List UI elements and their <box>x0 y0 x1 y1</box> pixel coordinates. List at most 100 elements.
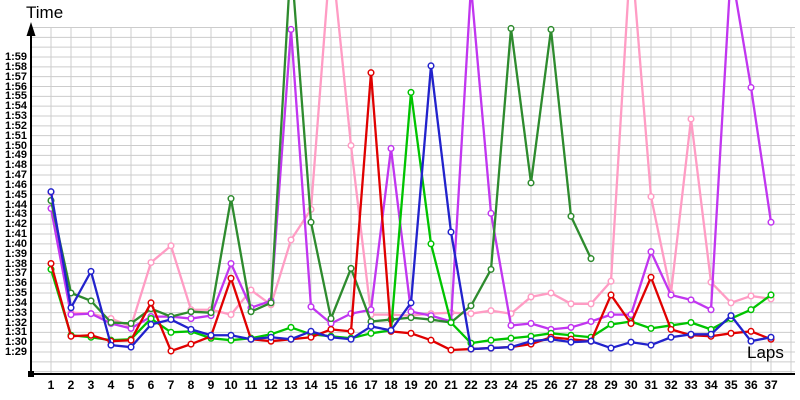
data-point-red <box>167 347 175 355</box>
y-tick-label: 1:59 <box>4 51 27 63</box>
data-point-blue <box>407 299 415 307</box>
y-tick-label: 1:37 <box>4 267 27 280</box>
y-tick-label: 1:33 <box>4 306 27 319</box>
y-tick-label: 1:29 <box>4 346 27 358</box>
data-point-blue <box>507 343 515 351</box>
x-tick-label: 23 <box>484 378 498 392</box>
data-point-blue <box>67 304 75 312</box>
x-tick-label: 34 <box>704 378 718 392</box>
data-point-blue <box>87 267 95 275</box>
data-point-blue <box>467 345 475 353</box>
x-tick-label: 32 <box>664 378 678 392</box>
y-tick-label: 1:31 <box>4 326 27 339</box>
data-point-pink <box>287 236 295 244</box>
data-point-forest-green <box>187 308 195 316</box>
data-point-forest-green <box>547 25 555 34</box>
data-point-red <box>47 259 55 268</box>
data-point-magenta <box>307 303 315 311</box>
x-tick-label: 2 <box>67 378 75 392</box>
data-point-lime-green <box>647 324 655 332</box>
data-point-red <box>147 299 155 307</box>
data-point-pink <box>747 292 755 300</box>
data-point-forest-green <box>507 24 515 33</box>
y-tick-label: 1:48 <box>4 159 27 172</box>
y-tick-label: 1:52 <box>4 119 27 132</box>
x-tick-label: 4 <box>107 378 115 392</box>
data-point-magenta <box>527 319 535 328</box>
data-point-magenta <box>367 306 375 314</box>
data-point-forest-green <box>227 195 235 203</box>
data-point-blue <box>387 326 395 334</box>
data-point-forest-green <box>127 319 135 328</box>
x-tick-label: 5 <box>127 378 135 392</box>
data-point-blue <box>547 335 555 343</box>
x-axis-title: Laps <box>747 343 784 362</box>
x-tick-label: 31 <box>644 378 658 392</box>
data-point-red <box>367 69 375 77</box>
data-point-lime-green <box>167 328 175 336</box>
data-point-magenta <box>607 311 615 319</box>
y-tick-label: 1:39 <box>4 247 27 260</box>
y-tick-label: 1:36 <box>4 277 27 290</box>
data-point-forest-green <box>487 265 495 273</box>
data-point-lime-green <box>407 88 415 96</box>
data-point-blue <box>147 320 155 329</box>
data-point-lime-green <box>487 336 495 344</box>
y-tick-label: 1:38 <box>4 257 27 270</box>
x-tick-label: 26 <box>544 378 558 392</box>
data-point-pink <box>347 141 355 150</box>
x-tick-label: 27 <box>564 378 578 392</box>
y-tick-label: 1:43 <box>4 208 27 221</box>
data-point-pink <box>527 293 535 301</box>
data-point-forest-green <box>207 309 215 317</box>
y-axis-arrow <box>26 22 36 36</box>
x-tick-label: 16 <box>344 378 358 392</box>
data-point-pink <box>247 286 255 294</box>
data-point-lime-green <box>507 334 515 342</box>
y-tick-label: 1:57 <box>4 70 27 83</box>
data-point-blue <box>647 341 655 349</box>
data-point-pink <box>727 299 735 307</box>
data-point-blue <box>607 344 615 352</box>
data-point-forest-green <box>467 302 475 310</box>
data-point-blue <box>207 331 215 339</box>
data-point-blue <box>127 343 135 351</box>
x-tick-label: 18 <box>384 378 398 392</box>
data-point-red <box>307 333 315 341</box>
y-tick-label: 1:42 <box>4 218 27 231</box>
data-point-lime-green <box>427 240 435 248</box>
data-point-magenta <box>87 310 95 318</box>
y-tick-label: 1:56 <box>4 80 27 93</box>
data-point-blue <box>307 327 315 335</box>
data-point-blue <box>567 338 575 346</box>
x-tick-label: 28 <box>584 378 598 392</box>
data-point-lime-green <box>747 306 755 314</box>
y-tick-label: 1:40 <box>4 237 27 250</box>
data-point-red <box>327 325 335 333</box>
data-point-magenta <box>187 315 195 323</box>
data-point-magenta <box>747 83 755 92</box>
y-tick-label: 1:44 <box>4 198 27 211</box>
x-tick-label: 33 <box>684 378 698 392</box>
data-point-magenta <box>567 323 575 331</box>
data-point-blue <box>267 333 275 341</box>
y-tick-label: 1:47 <box>4 169 27 181</box>
data-point-magenta <box>387 144 395 153</box>
data-point-forest-green <box>407 314 415 322</box>
x-tick-label: 11 <box>244 378 258 392</box>
x-tick-label: 15 <box>324 378 338 392</box>
x-tick-label: 10 <box>224 378 238 392</box>
data-point-red <box>747 327 755 335</box>
y-tick-label: 1:50 <box>4 139 27 152</box>
data-point-magenta <box>287 25 295 34</box>
x-tick-label: 6 <box>147 378 155 392</box>
y-tick-label: 1:41 <box>4 228 27 240</box>
data-point-pink <box>607 277 615 285</box>
data-point-red <box>607 291 615 299</box>
data-point-blue <box>707 330 715 338</box>
data-point-red <box>667 325 675 333</box>
y-tick-label: 1:53 <box>4 110 27 122</box>
data-point-lime-green <box>767 291 775 299</box>
y-tick-label: 1:34 <box>4 296 27 309</box>
x-tick-label: 21 <box>444 378 458 392</box>
